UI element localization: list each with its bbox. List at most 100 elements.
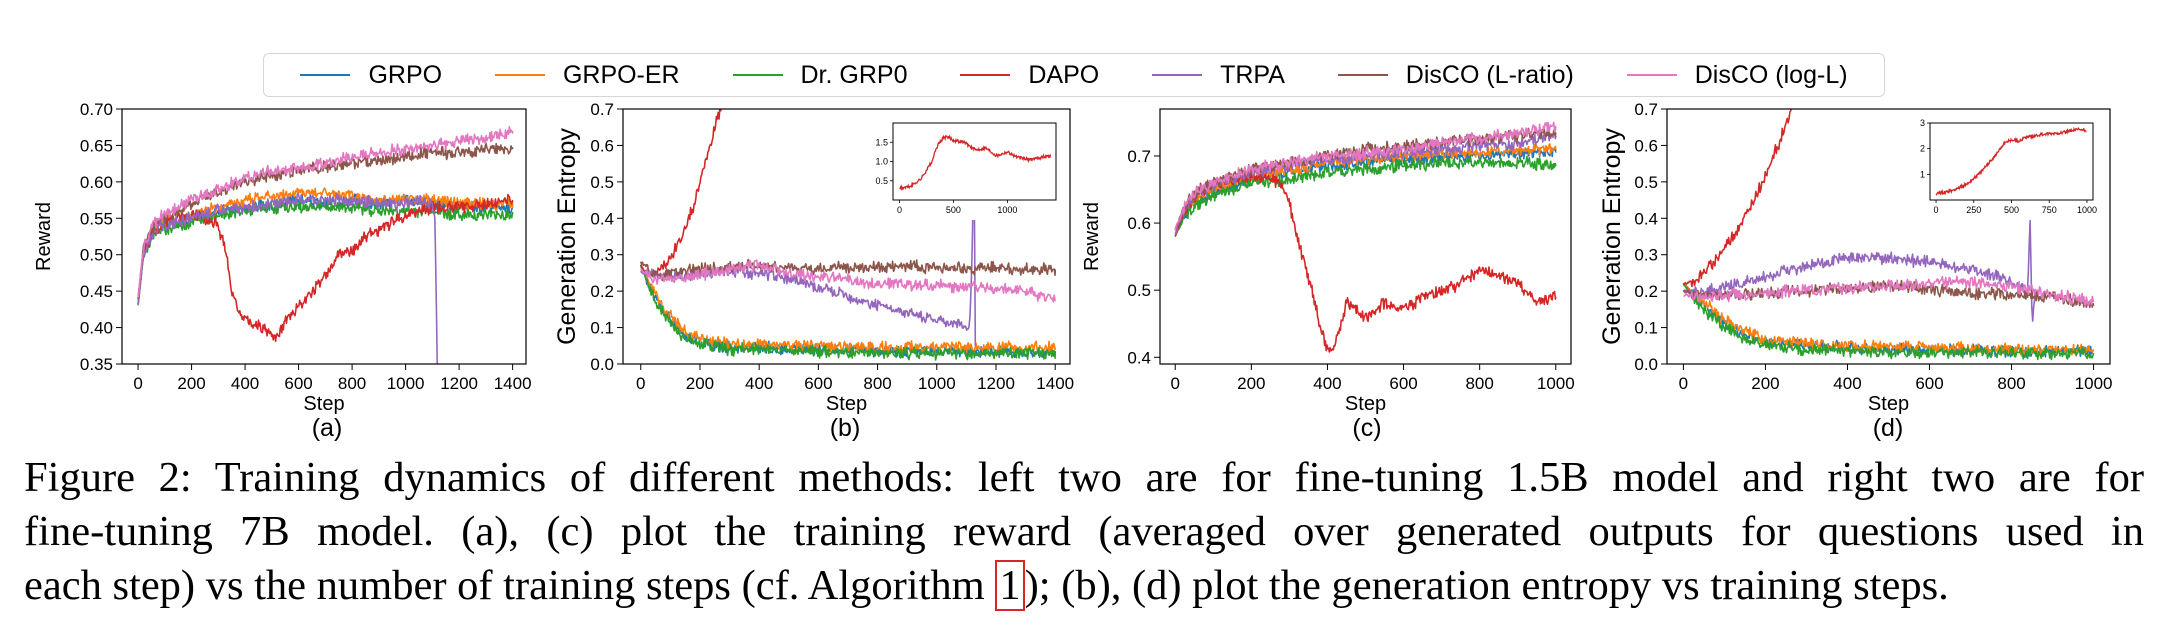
x-tick-label: 1000	[2075, 374, 2113, 393]
panel-label: (d)	[1873, 414, 1904, 442]
y-tick-label: 0.4	[1127, 348, 1151, 367]
legend-label-dr-grp0: Dr. GRP0	[800, 60, 908, 89]
series-line-dapo	[1174, 170, 1557, 353]
x-tick-label: 0	[133, 374, 142, 393]
series-line-disco-l-ratio	[640, 258, 1056, 282]
inset-x-tick-label: 1000	[2077, 205, 2097, 215]
legend-item-dr-grp0: Dr. GRP0	[732, 60, 908, 90]
x-tick-label: 0	[1679, 374, 1688, 393]
y-axis-label: Generation Entropy	[553, 128, 581, 345]
y-tick-label: 0.35	[80, 355, 113, 374]
inset-series-line	[899, 134, 1052, 192]
y-tick-label: 0.6	[1634, 136, 1658, 155]
legend-swatch-grpo-er	[494, 74, 545, 76]
series-line-dr-grp0	[1683, 283, 2095, 361]
series-line-disco-log-l	[1683, 275, 2095, 307]
x-tick-label: 400	[231, 374, 259, 393]
x-tick-label: 200	[1237, 374, 1265, 393]
x-axis-label: Step	[1345, 393, 1386, 415]
x-tick-label: 400	[745, 374, 773, 393]
panel-3: 0 200 400 600 800 1000 0.0 0.1 0.2 0.3 0.4 0.5 0.6 0.…	[1598, 100, 2113, 442]
x-tick-label: 600	[1915, 374, 1943, 393]
inset-series-line	[1935, 126, 2087, 196]
series-line-disco-log-l	[137, 126, 514, 298]
y-axis-label: Reward	[33, 202, 55, 271]
inset-chart: 0 250 500 750 1000 1 2 3	[1900, 118, 2097, 220]
y-tick-label: 0.50	[80, 246, 113, 265]
x-tick-label: 600	[1389, 374, 1417, 393]
legend-swatch-trpa	[1152, 74, 1203, 76]
inset-background	[863, 119, 1060, 220]
inset-background	[1900, 119, 2097, 220]
y-tick-label: 0.4	[1634, 209, 1658, 228]
panel-1: 0 200 400 600 800 1000 1200 1400 0.0 0.1 0.2 0.3 0.4…	[553, 100, 1074, 442]
series-line-disco-l-ratio	[137, 142, 514, 299]
legend-swatch-disco-l-ratio	[1337, 74, 1388, 76]
caption-line-3: each step) vs the number of training ste…	[24, 559, 2144, 613]
y-tick-label: 0.7	[590, 100, 614, 119]
x-tick-label: 1000	[918, 374, 956, 393]
series-line-trpa	[1682, 219, 2037, 322]
x-tick-label: 400	[1833, 374, 1861, 393]
charts-area: 0 200 400 600 800 1000 1200 1400 0.35 0.40 0.45 0.5…	[33, 100, 2113, 442]
series-line-dapo	[640, 109, 722, 278]
inset-x-tick-label: 1000	[997, 205, 1017, 215]
x-tick-label: 800	[338, 374, 366, 393]
x-tick-label: 200	[686, 374, 714, 393]
y-axis-label: Generation Entropy	[1598, 128, 1626, 345]
x-tick-label: 0	[1170, 374, 1179, 393]
legend-label-grpo-er: GRPO-ER	[562, 60, 680, 89]
plot-frame	[121, 108, 527, 365]
series-line-dapo	[1682, 109, 1792, 288]
algorithm-reference-link[interactable]: 1	[995, 560, 1025, 611]
legend-label-disco-log-l: DisCO (log-L)	[1694, 60, 1848, 89]
legend-swatch-dr-grp0	[732, 74, 783, 76]
legend-swatch-dapo	[960, 74, 1011, 76]
inset-chart: 0 500 1000 0.5 1.0 1.5	[863, 119, 1060, 220]
inset-y-tick-label: 0.5	[875, 176, 888, 186]
inset-y-tick-label: 1.0	[875, 157, 888, 167]
series-line-grpo-er	[1683, 283, 2095, 357]
panel-label: (a)	[312, 414, 343, 442]
x-tick-label: 400	[1313, 374, 1341, 393]
y-tick-label: 0.1	[590, 319, 614, 338]
y-tick-label: 0.55	[80, 209, 113, 228]
y-tick-label: 0.60	[80, 173, 113, 192]
y-tick-label: 0.40	[80, 319, 113, 338]
x-tick-label: 1200	[440, 374, 478, 393]
inset-y-tick-label: 2	[1920, 144, 1925, 154]
panel-2: 0 200 400 600 800 1000 0.4 0.5 0.6 0.7 Step Reward (…	[1081, 108, 1575, 442]
caption-line-2: fine-tuning 7B model. (a), (c) plot the …	[24, 508, 2144, 555]
legend-item-grpo: GRPO	[300, 61, 442, 90]
y-tick-label: 0.2	[1634, 282, 1658, 301]
x-tick-label: 800	[863, 374, 891, 393]
inset-y-tick-label: 1	[1920, 169, 1925, 179]
y-tick-label: 0.70	[80, 100, 113, 119]
inset-x-tick-label: 0	[897, 205, 902, 215]
y-tick-label: 0.0	[590, 355, 614, 374]
series-line-disco-l-ratio	[1174, 126, 1557, 231]
series-line-disco-log-l	[640, 259, 1056, 303]
y-tick-label: 0.7	[1634, 100, 1658, 119]
legend-label-trpa: TRPA	[1220, 60, 1285, 89]
plot-frame	[1159, 108, 1572, 365]
y-tick-label: 0.7	[1127, 147, 1151, 166]
x-tick-label: 600	[284, 374, 312, 393]
y-tick-label: 0.1	[1634, 319, 1658, 338]
inset-x-tick-label: 500	[946, 205, 961, 215]
y-tick-label: 0.5	[1127, 281, 1151, 300]
legend-item-grpo-er: GRPO-ER	[494, 60, 680, 90]
series-line-dr-grp0	[640, 264, 1056, 361]
inset-y-tick-label: 3	[1920, 118, 1925, 128]
x-tick-label: 1000	[1537, 374, 1575, 393]
caption-line-3-end: ); (b), (d) plot the generation entropy …	[1024, 562, 1949, 609]
series-line-dr-grp0	[137, 200, 514, 305]
legend-label-grpo: GRPO	[368, 60, 443, 89]
series-line-grpo-er	[640, 265, 1056, 355]
x-axis-label: Step	[826, 393, 867, 415]
series-line-dr-grp0	[1175, 155, 1557, 236]
x-tick-label: 1000	[387, 374, 425, 393]
series-line-grpo-er	[137, 187, 514, 306]
inset-x-tick-label: 250	[1966, 205, 1981, 215]
caption-line-1: Figure 2: Training dynamics of different…	[24, 454, 2144, 501]
